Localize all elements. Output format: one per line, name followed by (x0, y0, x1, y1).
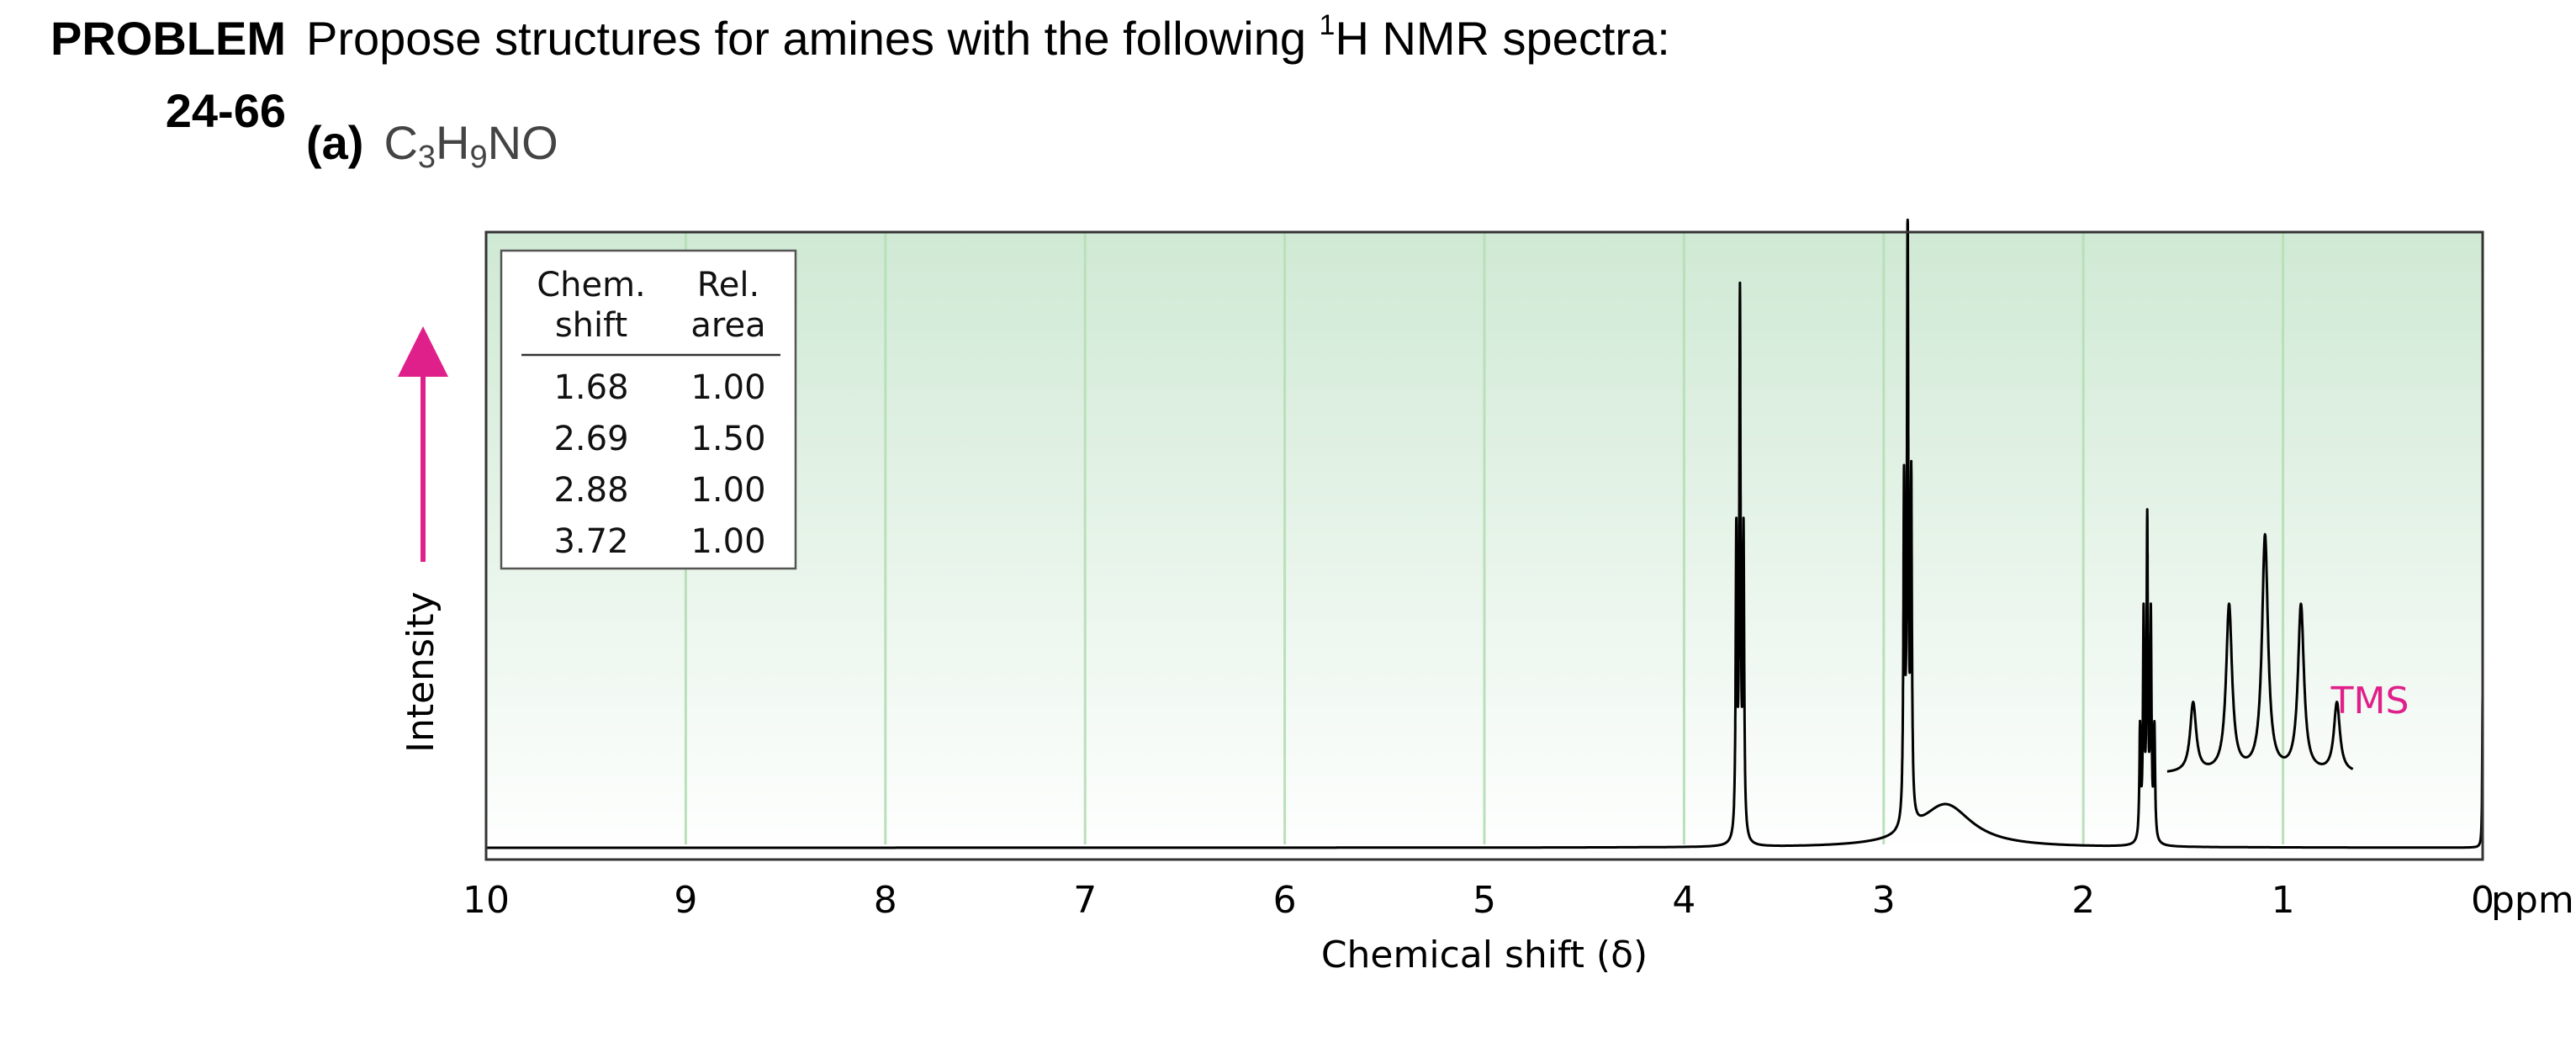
table-header-shift-line2: shift (555, 306, 627, 345)
prompt-text-after: H NMR spectra: (1335, 12, 1670, 65)
x-tick-label: 0 (2471, 879, 2494, 922)
formula-rest: NO (487, 116, 558, 169)
spectrum-trace (484, 218, 2484, 849)
table-cell-area: 1.00 (690, 522, 765, 561)
x-tick-label: 3 (1872, 879, 1896, 922)
part-a-line: (a) C3H9NO (306, 113, 558, 173)
formula-carbon-count: 3 (417, 140, 436, 175)
x-tick-label: 10 (463, 879, 510, 922)
tms-label: TMS (2330, 680, 2409, 722)
x-axis-tick-labels: 10 9 8 7 6 5 4 3 2 1 0 (463, 879, 2494, 922)
x-tick-label: 2 (2071, 879, 2095, 922)
x-tick-label: 8 (874, 879, 897, 922)
table-cell-shift: 2.88 (553, 471, 628, 510)
part-letter: (a) (306, 116, 364, 169)
quintet-inset-trace (2166, 532, 2354, 773)
x-tick-label: 1 (2272, 879, 2295, 922)
y-axis-title: Intensity (399, 591, 442, 753)
problem-number: 24-66 (165, 84, 286, 137)
x-tick-label: 9 (674, 879, 697, 922)
plot-frame (484, 230, 2484, 861)
table-rows: 1.68 1.00 2.69 1.50 2.88 1.00 3.72 1.00 (553, 368, 765, 561)
x-tick-label: 6 (1273, 879, 1297, 922)
prompt-superscript: 1 (1319, 9, 1336, 41)
x-tick-label: 5 (1473, 879, 1496, 922)
x-axis-unit: ppm (2491, 879, 2574, 922)
table-cell-shift: 2.69 (553, 420, 628, 458)
problem-prompt: Propose structures for amines with the f… (306, 8, 1670, 69)
table-cell-shift: 1.68 (553, 368, 628, 407)
x-tick-label: 4 (1672, 879, 1695, 922)
table-header-area-line1: Rel. (697, 266, 759, 304)
table-box (500, 249, 797, 570)
table-cell-area: 1.00 (690, 368, 765, 407)
x-axis-title: Chemical shift (δ) (1321, 934, 1648, 976)
table-cell-area: 1.00 (690, 471, 765, 510)
formula-carbon: C (383, 116, 418, 169)
formula-hydrogen: H (436, 116, 470, 169)
table-cell-shift: 3.72 (553, 522, 628, 561)
table-header-shift-line1: Chem. (537, 266, 646, 304)
formula-hydrogen-count: 9 (469, 140, 488, 175)
molecular-formula: C3H9NO (383, 116, 558, 173)
x-tick-label: 7 (1073, 879, 1097, 922)
prompt-text-before: Propose structures for amines with the f… (306, 12, 1320, 65)
integration-table: Chem. shift Rel. area 1.68 1.00 2.69 1.50 2.… (500, 249, 797, 570)
problem-label: PROBLEM (50, 12, 286, 65)
table-header-area-line2: area (690, 306, 765, 345)
table-cell-area: 1.50 (690, 420, 765, 458)
